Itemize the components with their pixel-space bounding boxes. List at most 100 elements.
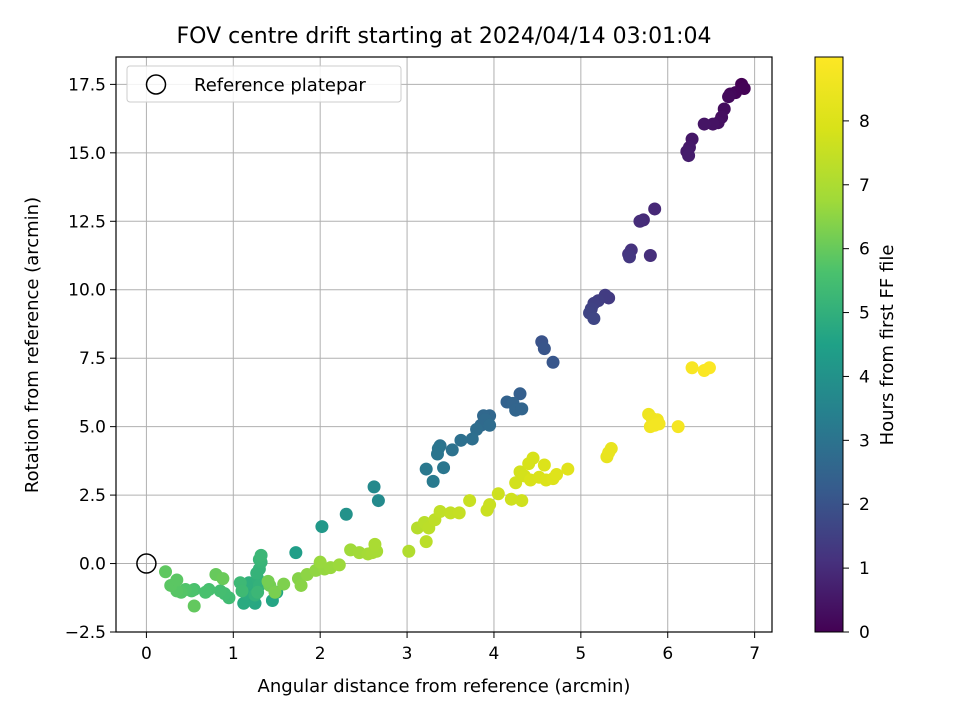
scatter-point bbox=[587, 311, 601, 325]
scatter-point bbox=[213, 584, 227, 598]
colorbar-tick-label: 5 bbox=[859, 304, 870, 324]
y-tick-label: 12.5 bbox=[68, 212, 106, 232]
x-axis-label: Angular distance from reference (arcmin) bbox=[258, 676, 631, 697]
colorbar-tick-label: 8 bbox=[859, 112, 870, 132]
scatter-point bbox=[483, 498, 497, 512]
scatter-point bbox=[426, 474, 440, 488]
colorbar-tick-label: 7 bbox=[859, 176, 870, 196]
x-tick-label: 6 bbox=[662, 644, 673, 664]
chart-title: FOV centre drift starting at 2024/04/14 … bbox=[177, 24, 712, 49]
scatter-point bbox=[550, 468, 564, 482]
colorbar-tick-label: 3 bbox=[859, 431, 870, 451]
scatter-point bbox=[491, 487, 505, 501]
colorbar-gradient bbox=[814, 56, 844, 633]
x-axis-ticks: 0 1 2 3 4 5 6 7 bbox=[141, 632, 760, 664]
scatter-point bbox=[515, 494, 529, 508]
scatter-point bbox=[332, 558, 346, 572]
colorbar-tick-label: 4 bbox=[859, 367, 870, 387]
scatter-point bbox=[430, 447, 444, 461]
scatter-point bbox=[702, 361, 716, 375]
scatter-point bbox=[452, 506, 466, 520]
y-axis-label: Rotation from reference (arcmin) bbox=[22, 197, 43, 493]
colorbar-tick-label: 1 bbox=[859, 559, 870, 579]
scatter-point bbox=[235, 584, 249, 598]
scatter-point bbox=[254, 548, 268, 562]
scatter-point bbox=[159, 565, 173, 579]
colorbar-tick-label: 2 bbox=[859, 495, 870, 515]
scatter-point bbox=[289, 546, 303, 560]
scatter-point bbox=[546, 355, 560, 369]
y-tick-label: 0.0 bbox=[79, 555, 106, 575]
scatter-point bbox=[623, 250, 637, 264]
scatter-point bbox=[294, 578, 308, 592]
scatter-point bbox=[643, 249, 657, 263]
legend: Reference platepar bbox=[126, 65, 402, 103]
scatter-point bbox=[722, 90, 736, 104]
colorbar-tick-label: 0 bbox=[859, 623, 870, 643]
scatter-point bbox=[371, 494, 385, 508]
x-tick-label: 1 bbox=[228, 644, 239, 664]
scatter-point bbox=[402, 544, 416, 558]
scatter-point bbox=[187, 599, 201, 613]
x-tick-label: 2 bbox=[315, 644, 326, 664]
reference-platepar-marker bbox=[136, 553, 157, 574]
scatter-point bbox=[463, 494, 477, 508]
colorbar: 0 1 2 3 4 5 6 7 8 Hours from first FF file bbox=[814, 56, 898, 643]
x-tick-label: 0 bbox=[141, 644, 152, 664]
scatter-point bbox=[445, 443, 459, 457]
scatter-point bbox=[368, 537, 382, 551]
scatter-point bbox=[537, 342, 551, 356]
legend-box bbox=[126, 65, 402, 103]
grid-lines bbox=[116, 57, 772, 633]
scatter-point bbox=[671, 420, 685, 434]
scatter-point bbox=[419, 462, 433, 476]
scatter-point bbox=[454, 433, 468, 447]
scatter-point bbox=[561, 462, 575, 476]
scatter-points bbox=[136, 77, 751, 613]
scatter-point bbox=[483, 418, 497, 432]
scatter-point bbox=[437, 461, 451, 475]
scatter-point bbox=[367, 480, 381, 494]
legend-label-reference-platepar: Reference platepar bbox=[194, 75, 366, 96]
y-tick-label: 7.5 bbox=[79, 349, 106, 369]
scatter-point bbox=[170, 573, 184, 587]
scatter-point bbox=[526, 451, 540, 465]
x-tick-label: 3 bbox=[402, 644, 413, 664]
scatter-point bbox=[513, 387, 527, 401]
scatter-point bbox=[604, 442, 618, 456]
y-tick-label: 15.0 bbox=[68, 144, 106, 164]
y-tick-label: 2.5 bbox=[79, 486, 106, 506]
scatter-point bbox=[216, 572, 230, 586]
scatter-point bbox=[465, 432, 479, 446]
legend-marker-open-circle bbox=[145, 74, 167, 95]
scatter-point bbox=[261, 574, 275, 588]
y-tick-label: 10.0 bbox=[68, 281, 106, 301]
scatter-point bbox=[648, 202, 662, 216]
y-tick-label: −2.5 bbox=[65, 623, 106, 643]
scatter-point bbox=[633, 214, 647, 228]
x-tick-label: 7 bbox=[749, 644, 760, 664]
plot-area-frame bbox=[115, 56, 773, 633]
y-axis-ticks: −2.5 0.0 2.5 5.0 7.5 10.0 12.5 15.0 17.5 bbox=[65, 75, 116, 643]
scatter-point bbox=[251, 585, 265, 599]
scatter-point bbox=[652, 417, 666, 431]
scatter-point bbox=[682, 149, 696, 163]
scatter-point bbox=[198, 585, 212, 599]
scatter-point bbox=[268, 585, 282, 599]
scatter-point bbox=[339, 507, 353, 521]
scatter-point bbox=[277, 577, 291, 591]
x-tick-label: 4 bbox=[489, 644, 500, 664]
scatter-point bbox=[509, 476, 523, 490]
colorbar-ticks: 0 1 2 3 4 5 6 7 8 bbox=[843, 112, 870, 643]
colorbar-label: Hours from first FF file bbox=[877, 245, 898, 446]
scatter-point bbox=[315, 520, 329, 534]
scatter-point bbox=[313, 555, 327, 569]
scatter-point bbox=[419, 535, 433, 549]
scatter-point bbox=[433, 505, 447, 519]
scatter-point bbox=[515, 402, 529, 416]
scatter-point bbox=[537, 458, 551, 472]
x-tick-label: 5 bbox=[575, 644, 586, 664]
scatter-point bbox=[697, 117, 711, 131]
y-tick-label: 5.0 bbox=[79, 418, 106, 438]
